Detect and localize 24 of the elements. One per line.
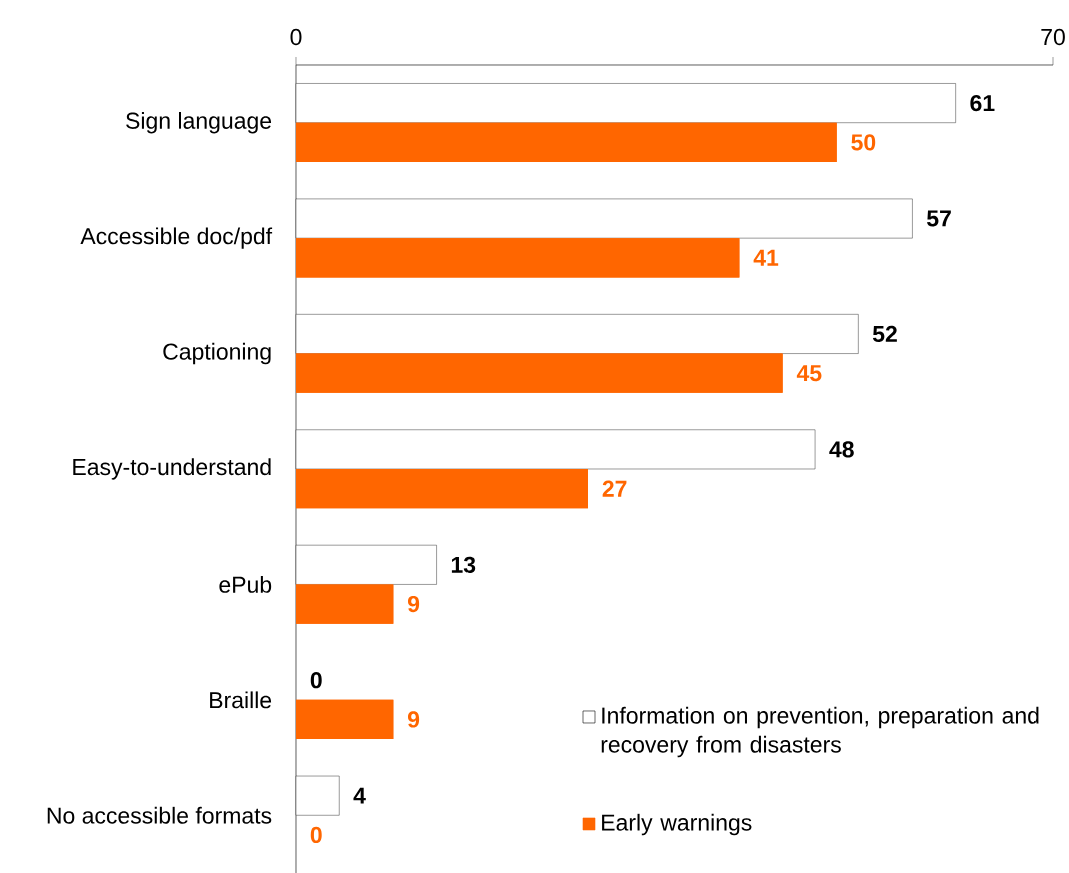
data-label: 9 <box>407 595 420 613</box>
legend-label: Information on prevention, preparation and recovery from disasters <box>601 706 1039 758</box>
data-label: 9 <box>407 711 420 728</box>
y-tick-label: Sign language <box>126 111 272 134</box>
data-label: 27 <box>602 480 627 497</box>
data-label: 41 <box>753 249 779 266</box>
y-tick-label: Accessible doc/pdf <box>80 227 273 249</box>
y-tick-label: ePub <box>219 575 272 593</box>
data-label: 61 <box>970 94 995 112</box>
data-label: 4 <box>353 787 366 804</box>
y-tick-label: Easy-to-understand <box>73 458 271 480</box>
y-tick-label: No accessible formats <box>47 806 272 824</box>
data-label: 0 <box>310 826 322 844</box>
data-label: 13 <box>451 556 476 573</box>
x-tick-label: 70 <box>1041 28 1065 46</box>
y-tick-label: Braille <box>210 691 272 709</box>
data-label: 0 <box>310 672 322 689</box>
legend-label: Early warnings <box>602 813 752 836</box>
data-label: 45 <box>796 365 822 382</box>
data-label: 52 <box>872 325 897 343</box>
data-label: 50 <box>851 134 876 151</box>
data-label: 57 <box>926 210 951 227</box>
data-label: 48 <box>829 441 854 458</box>
y-tick-label: Captioning <box>163 342 271 365</box>
